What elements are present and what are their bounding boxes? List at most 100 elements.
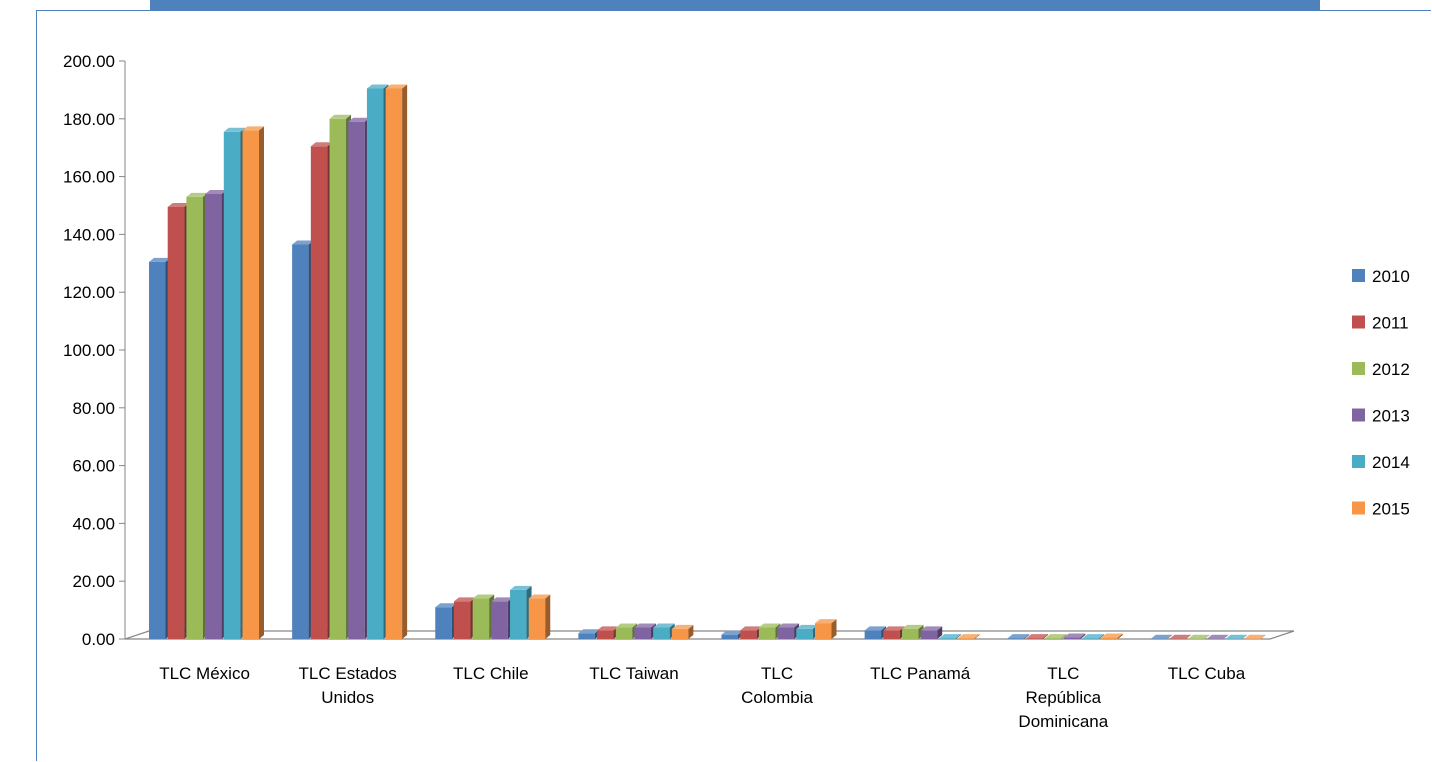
bar-top <box>472 594 495 599</box>
bar <box>223 131 241 639</box>
x-tick-label-line: TLC <box>761 664 793 683</box>
top-accent-bar <box>150 0 1320 10</box>
bar-top <box>958 634 980 639</box>
bar-side <box>1242 634 1248 639</box>
bar <box>864 630 882 639</box>
bar <box>435 607 452 639</box>
bar <box>902 628 919 639</box>
bar <box>510 589 527 639</box>
bar <box>1082 638 1100 639</box>
bar-top <box>883 626 905 631</box>
bar <box>1101 637 1118 639</box>
legend-swatch <box>1352 362 1365 375</box>
y-tick-label: 20.00 <box>72 572 115 591</box>
bar-top <box>167 202 190 207</box>
x-tick-label: TLC México <box>159 664 250 683</box>
bar <box>528 598 546 639</box>
bar <box>758 627 776 639</box>
legend-label: 2015 <box>1372 500 1410 519</box>
bar <box>329 118 347 640</box>
bar-top <box>366 84 389 89</box>
bar <box>777 627 795 639</box>
y-tick-label: 40.00 <box>72 514 115 533</box>
bar <box>1150 638 1168 640</box>
bar <box>1007 638 1025 639</box>
legend-swatch <box>1352 269 1365 282</box>
bar-top <box>1169 634 1192 639</box>
bar <box>597 630 614 639</box>
bar <box>453 601 471 639</box>
bar-top <box>329 114 352 119</box>
bar <box>578 633 595 639</box>
bar-side <box>1042 634 1048 639</box>
bar-side <box>1186 634 1192 639</box>
bar-top <box>796 624 818 629</box>
bar-side <box>688 624 694 639</box>
chart-frame <box>36 10 1431 761</box>
bar-side <box>1080 633 1086 639</box>
legend-label: 2014 <box>1372 453 1410 472</box>
x-tick-label-line: Colombia <box>741 688 813 707</box>
x-tick-label: TLC Chile <box>453 664 529 683</box>
bar-top <box>1045 634 1067 639</box>
legend-swatch <box>1352 315 1365 329</box>
bar-top <box>1150 634 1173 639</box>
bar <box>1188 638 1205 640</box>
bar-top <box>634 623 656 628</box>
x-tick-label-line: TLC Taiwan <box>589 664 678 683</box>
y-tick-label: 140.00 <box>63 225 115 244</box>
bar-top <box>1101 633 1123 638</box>
bar-top <box>1082 634 1105 639</box>
bar-top <box>939 634 961 639</box>
bar-top <box>740 626 762 631</box>
bar-top <box>242 126 264 131</box>
bar-side <box>259 126 264 640</box>
x-tick-label-line: TLC Chile <box>453 664 529 683</box>
x-tick-label-line: TLC México <box>159 664 250 683</box>
legend-swatch <box>1352 455 1365 468</box>
y-tick-label: 200.00 <box>63 52 115 71</box>
bar-side <box>831 619 837 639</box>
bar-side <box>1167 634 1173 639</box>
x-tick-label-line: TLC Estados <box>299 664 397 683</box>
bar-side <box>1099 634 1105 639</box>
bar-top <box>1225 634 1248 639</box>
x-tick-label-line: República <box>1026 688 1102 707</box>
bar-top <box>920 626 943 631</box>
legend-label: 2012 <box>1372 360 1410 379</box>
bar <box>1063 637 1081 639</box>
bar <box>385 88 403 639</box>
bar-top <box>1007 634 1030 639</box>
bar <box>740 630 757 639</box>
x-tick-label: TLC Cuba <box>1168 664 1246 683</box>
bar-side <box>974 634 980 639</box>
bar-side <box>1117 633 1123 639</box>
bar <box>653 627 670 639</box>
bar-top <box>653 623 675 628</box>
bar-top <box>528 594 551 599</box>
bar-side <box>937 626 943 639</box>
bar <box>939 638 956 639</box>
bar-top <box>902 624 924 629</box>
bar-top <box>292 240 314 245</box>
legend-label: 2011 <box>1372 314 1409 333</box>
legend-label: 2013 <box>1372 407 1410 426</box>
bar <box>186 196 203 639</box>
x-tick-label-line: TLC <box>1047 664 1079 683</box>
bar <box>1225 638 1243 640</box>
x-tick-label-line: TLC Cuba <box>1168 664 1246 683</box>
x-tick-label: TLC Taiwan <box>589 664 678 683</box>
bar <box>615 627 633 639</box>
bar <box>1026 638 1043 639</box>
x-tick-label: TLC Panamá <box>870 664 971 683</box>
bar <box>149 261 166 639</box>
x-tick-label-line: TLC Panamá <box>870 664 971 683</box>
bar-side <box>1260 634 1266 639</box>
bar <box>366 88 384 639</box>
bar <box>958 638 975 639</box>
bar <box>634 627 651 639</box>
bar-top <box>578 629 600 634</box>
x-tick-label-line: Unidos <box>321 688 374 707</box>
bar-top <box>1063 633 1086 638</box>
